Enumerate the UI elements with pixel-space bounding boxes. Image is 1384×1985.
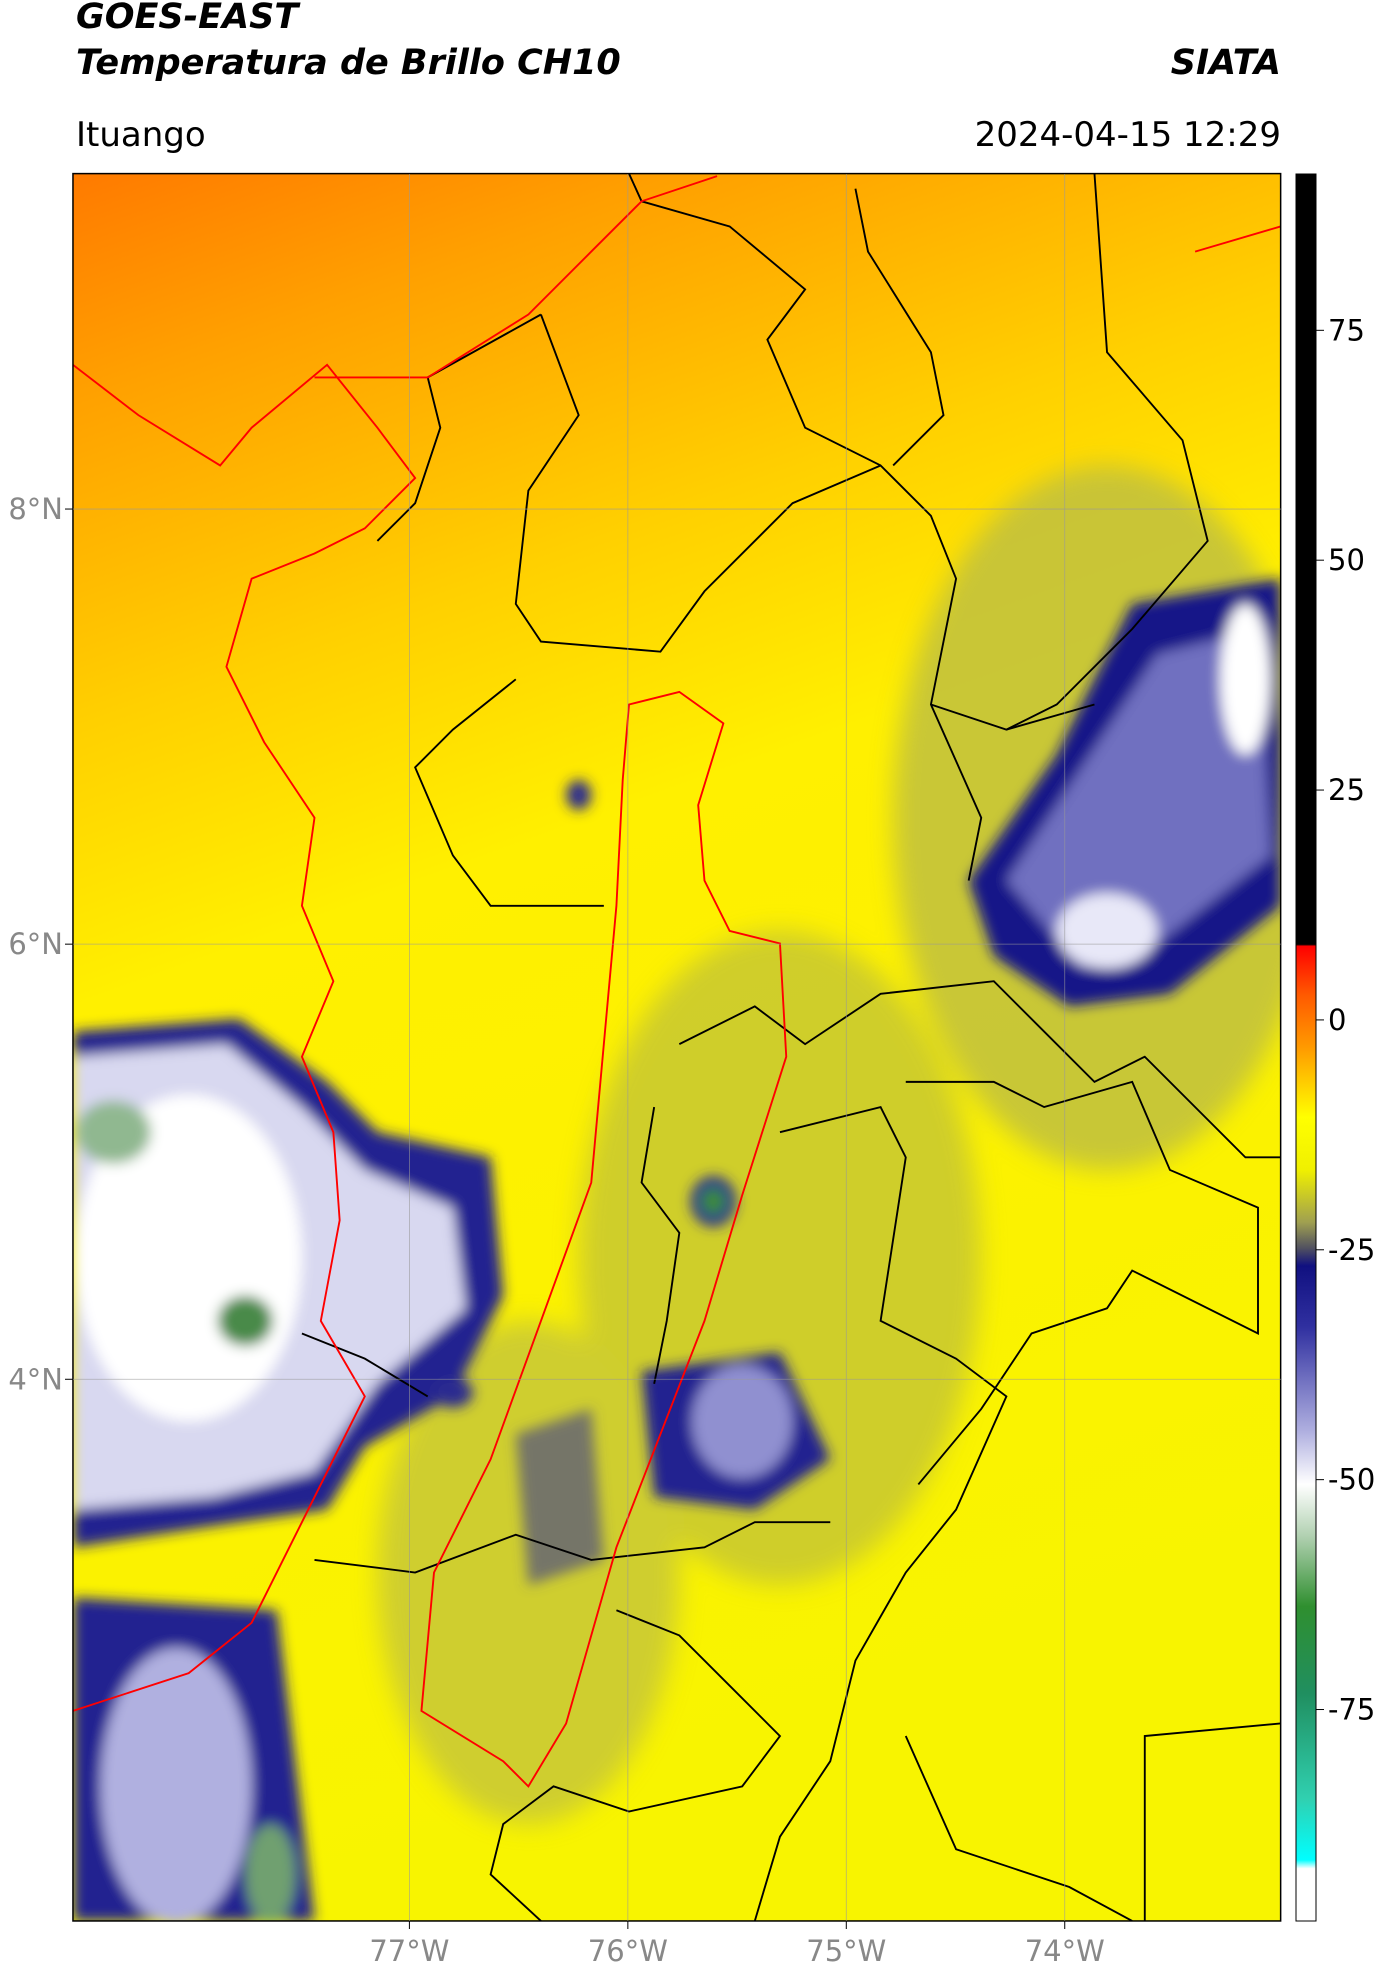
colorbar-tick-label: 25: [1328, 773, 1365, 807]
x-tick-label: 77°W: [369, 1934, 449, 1968]
colorbar-tick-label: 75: [1328, 313, 1365, 347]
agency: SIATA: [1171, 43, 1281, 83]
colorbar-tick-label: -75: [1328, 1693, 1375, 1727]
map-image: [72, 172, 1282, 1922]
y-tick-label: 4°N: [8, 1362, 63, 1396]
axes: 77°W 76°W 75°W 74°W 8°N 6°N 4°N 75 50 25 0 -25 -50 -7…: [8, 174, 1375, 1968]
x-tick-label: 75°W: [806, 1934, 886, 1968]
y-tick-label: 6°N: [8, 927, 63, 961]
y-tick-label: 8°N: [8, 492, 63, 526]
datetime: 2024-04-15 12:29: [975, 115, 1281, 155]
x-tick-label: 74°W: [1025, 1934, 1105, 1968]
colorbar-tick-label: -25: [1328, 1233, 1375, 1267]
colorbar-tick-label: -50: [1328, 1463, 1375, 1497]
colorbar-tick-label: 50: [1328, 543, 1365, 577]
satellite: GOES-EAST: [76, 0, 301, 37]
x-tick-label: 76°W: [588, 1934, 668, 1968]
region: Ituango: [76, 115, 206, 155]
colorbar: [1295, 173, 1317, 1922]
product: Temperatura de Brillo CH10: [76, 43, 621, 83]
colorbar-tick-label: 0: [1328, 1003, 1346, 1037]
